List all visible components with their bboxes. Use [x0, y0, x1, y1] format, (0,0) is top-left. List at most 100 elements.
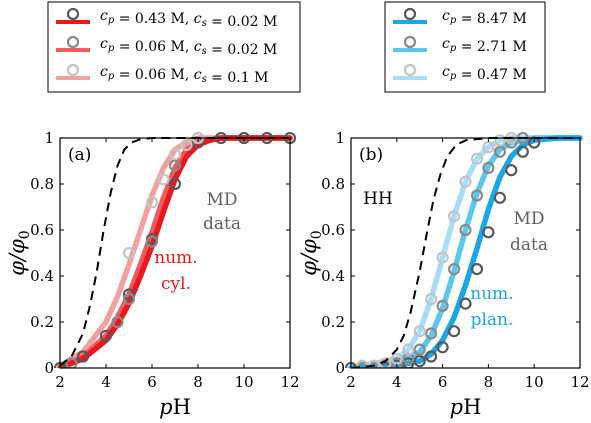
- legend-marker: [403, 63, 417, 77]
- legend-marker: [66, 63, 80, 77]
- y-tick-label: 0: [335, 359, 345, 377]
- y-tick-label: 0.8: [30, 175, 54, 193]
- data-point: [470, 152, 484, 165]
- x-tick-label: 8: [193, 373, 203, 391]
- data-point: [448, 263, 461, 276]
- data-point: [425, 327, 438, 340]
- legend-label: cp = 2.71 M: [442, 36, 527, 55]
- data-point: [482, 226, 495, 239]
- series-dashed-line: [350, 137, 580, 368]
- data-point: [390, 357, 403, 368]
- y-tick-label: 0.2: [30, 313, 54, 331]
- data-point: [168, 177, 182, 191]
- x-axis-label: pH: [450, 395, 482, 419]
- legend-marker: [403, 35, 417, 49]
- data-point: [379, 361, 392, 368]
- data-point: [493, 191, 506, 204]
- y-tick-label: 1: [44, 129, 54, 147]
- data-point: [482, 161, 495, 174]
- series-line: [57, 135, 293, 368]
- data-point: [459, 175, 472, 188]
- legend-label: cp = 8.47 M: [442, 8, 527, 27]
- x-tick-label: 2: [346, 373, 356, 391]
- annotation-text: MD: [513, 209, 544, 229]
- y-tick-label: 0.4: [30, 267, 54, 285]
- x-tick-label: 6: [147, 373, 157, 391]
- annotation-text: data: [203, 214, 241, 234]
- panel-label: (b): [359, 145, 383, 165]
- x-tick-label: 10: [234, 373, 253, 391]
- data-point: [122, 246, 136, 260]
- y-tick-label: 0.8: [321, 175, 345, 193]
- data-point: [402, 343, 415, 356]
- x-tick-label: 8: [484, 373, 494, 391]
- x-tick-label: 12: [280, 373, 299, 391]
- data-point: [168, 159, 182, 172]
- annotation-text: num.: [154, 248, 197, 268]
- data-point: [459, 297, 472, 310]
- y-tick-label: 0.6: [30, 221, 54, 239]
- y-tick-label: 1: [335, 129, 345, 147]
- x-tick-label: 2: [55, 373, 65, 391]
- x-tick-label: 12: [570, 373, 589, 391]
- panel-label: (a): [68, 145, 91, 165]
- data-point: [413, 325, 426, 338]
- annotation-text: data: [510, 235, 548, 255]
- data-point: [390, 352, 403, 365]
- data-point: [470, 189, 484, 202]
- data-point: [168, 148, 182, 161]
- axes-frame: [59, 137, 291, 369]
- data-point: [122, 288, 136, 301]
- data-point: [425, 292, 438, 306]
- x-tick-label: 4: [392, 373, 402, 391]
- legend-marker: [66, 35, 80, 49]
- x-tick-label: 4: [101, 373, 111, 391]
- legend-marker: [403, 7, 417, 21]
- data-point: [436, 299, 449, 312]
- y-tick-label: 0.4: [321, 267, 345, 285]
- annotation-text: plan.: [471, 310, 514, 330]
- data-point: [145, 235, 159, 248]
- x-tick-label: 6: [438, 373, 448, 391]
- legend-marker: [66, 7, 80, 21]
- legend-label: cp = 0.47 M: [442, 64, 527, 83]
- x-axis-label: pH: [159, 395, 191, 419]
- chart-panel-b: 2 4 6 8 10 12 0 0.2 0.4 0.6 0.8 1 pH φ/φ0 (b) HH MD data n…: [297, 1, 590, 419]
- data-point: [180, 138, 193, 151]
- data-point: [356, 361, 369, 368]
- series-line: [348, 135, 583, 368]
- data-point: [425, 350, 438, 363]
- legend: cp = 8.47 M cp = 2.71 M cp = 0.47 M: [384, 1, 546, 93]
- axes-frame: [350, 137, 581, 369]
- legend-label: cp = 0.06 M, cs = 0.02 M: [100, 36, 277, 58]
- data-point: [436, 341, 449, 354]
- legend: cp = 0.43 M, cs = 0.02 M cp = 0.06 M, cs …: [47, 1, 301, 93]
- data-point: [448, 325, 461, 338]
- data-point: [413, 343, 426, 356]
- annotation-text: num.: [470, 284, 513, 304]
- annotation-text: cyl.: [161, 274, 191, 294]
- data-point: [76, 350, 90, 363]
- data-point: [448, 210, 461, 223]
- data-point: [122, 292, 136, 306]
- data-point: [470, 263, 484, 276]
- x-tick-label: 10: [525, 373, 544, 391]
- annotation-text: MD: [206, 190, 237, 210]
- data-point: [436, 251, 449, 264]
- data-point: [379, 357, 392, 368]
- data-point: [482, 141, 495, 154]
- data-point: [145, 196, 159, 209]
- chart-panel-a: 2 4 6 8 10 12 0 0.2 0.4 0.6 0.8 1 pH φ/φ0 (a) MD datanum…: [5, 1, 301, 419]
- data-point: [99, 329, 113, 342]
- data-point: [459, 223, 472, 237]
- legend-label: cp = 0.06 M, cs = 0.1 M: [100, 64, 268, 86]
- data-point: [516, 145, 529, 158]
- data-point: [402, 357, 415, 368]
- y-axis-label: φ/φ0: [297, 230, 325, 275]
- y-axis-label: φ/φ0: [5, 230, 33, 275]
- legend-label: cp = 0.43 M, cs = 0.02 M: [100, 8, 277, 30]
- y-tick-label: 0: [44, 359, 54, 377]
- data-point: [505, 164, 518, 177]
- annotation-text: HH: [363, 189, 393, 209]
- data-point: [65, 357, 78, 368]
